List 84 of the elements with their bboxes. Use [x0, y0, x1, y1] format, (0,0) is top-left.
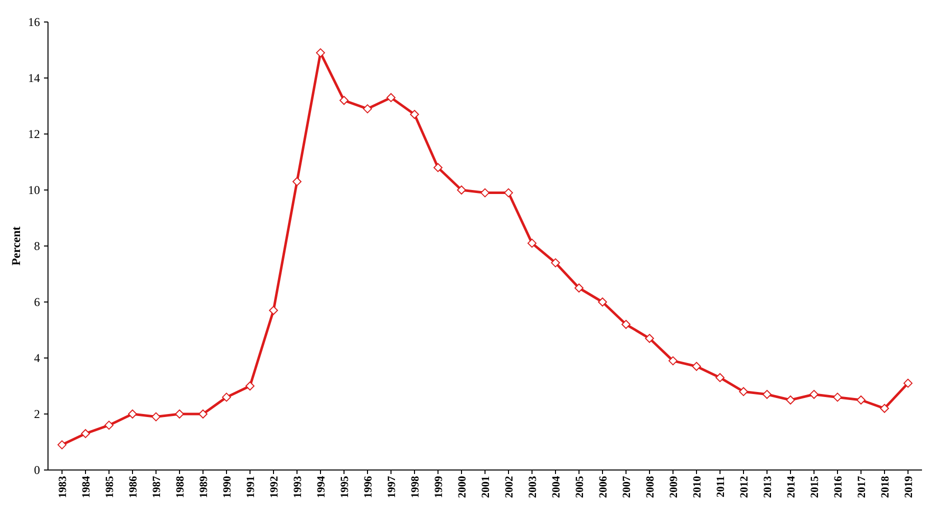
x-tick-label: 1998: [409, 476, 422, 498]
point: [246, 382, 254, 390]
point: [340, 96, 348, 105]
x-tick-label: 2007: [620, 476, 633, 498]
x-tick-label: 1995: [338, 476, 351, 498]
x-tick-label: 1985: [104, 476, 116, 498]
x-tick-label: 2000: [456, 476, 468, 498]
point: [622, 320, 630, 329]
y-tick-label: 0: [34, 463, 40, 478]
point: [410, 110, 419, 119]
x-tick-label: 2005: [574, 476, 586, 498]
point: [786, 396, 795, 404]
x-tick-label: 2010: [691, 476, 704, 498]
x-tick-label: 2002: [503, 476, 516, 498]
y-axis-title: Percent: [9, 226, 23, 266]
point: [222, 392, 231, 402]
x-tick-label: 2017: [856, 476, 868, 498]
point: [904, 378, 912, 388]
x-tick-label: 2012: [738, 476, 750, 498]
point: [645, 334, 654, 343]
point: [880, 404, 889, 413]
y-tick-label: 10: [28, 183, 40, 198]
point: [810, 390, 818, 399]
point: [292, 177, 302, 186]
x-tick-label: 2001: [480, 476, 492, 498]
point: [833, 392, 842, 402]
point: [739, 387, 748, 396]
x-tick-label: 1986: [127, 476, 140, 498]
x-tick-label: 2003: [526, 476, 539, 498]
point: [386, 93, 396, 102]
point: [198, 410, 208, 418]
x-tick-label: 1984: [80, 476, 92, 498]
x-tick-label: 1987: [150, 476, 163, 498]
x-tick-label: 1990: [221, 476, 234, 498]
x-tick-label: 2018: [879, 476, 892, 498]
point: [81, 429, 90, 438]
point: [152, 412, 160, 422]
y-tick-label: 6: [34, 295, 40, 310]
x-tick-label: 2004: [550, 476, 562, 498]
x-tick-label: 2013: [762, 476, 774, 498]
x-tick-label: 2011: [714, 476, 727, 498]
point: [574, 284, 584, 292]
y-tick-label: 4: [34, 351, 40, 366]
point: [128, 410, 137, 418]
x-tick-label: 2006: [597, 476, 610, 498]
x-tick-label: 2009: [668, 476, 680, 498]
x-tick-label: 1999: [432, 476, 445, 498]
point: [598, 298, 607, 306]
x-tick-label: 2016: [832, 476, 844, 498]
point: [504, 188, 513, 198]
point: [434, 163, 442, 172]
y-tick-label: 16: [28, 15, 40, 30]
x-tick-label: 2008: [644, 476, 656, 498]
y-tick-label: 2: [34, 407, 40, 422]
point: [528, 238, 536, 248]
point: [175, 410, 184, 418]
y-tick-label: 8: [34, 239, 40, 254]
x-tick-label: 1988: [174, 476, 186, 498]
point: [104, 420, 114, 430]
point: [551, 258, 560, 268]
point: [269, 306, 278, 315]
y-tick-label: 14: [28, 71, 40, 86]
point: [856, 396, 866, 404]
x-tick-label: 1989: [198, 476, 210, 498]
x-tick-label: 1994: [315, 476, 328, 498]
x-tick-label: 2015: [808, 476, 821, 498]
point: [363, 104, 372, 114]
point: [716, 373, 724, 382]
x-tick-label: 2019: [902, 476, 915, 498]
x-tick-label: 1997: [386, 476, 398, 498]
point: [480, 188, 490, 198]
x-tick-label: 1993: [292, 476, 304, 498]
x-tick-label: 1991: [244, 476, 257, 498]
x-tick-label: 2014: [785, 476, 798, 498]
x-tick-label: 1996: [362, 476, 374, 498]
point: [457, 186, 466, 194]
x-tick-label: 1983: [56, 476, 69, 498]
point: [668, 356, 678, 366]
point: [58, 440, 66, 450]
point: [692, 362, 701, 371]
point: [316, 48, 325, 58]
point: [762, 390, 772, 399]
y-tick-label: 12: [28, 127, 40, 142]
x-tick-label: 1992: [268, 476, 280, 498]
